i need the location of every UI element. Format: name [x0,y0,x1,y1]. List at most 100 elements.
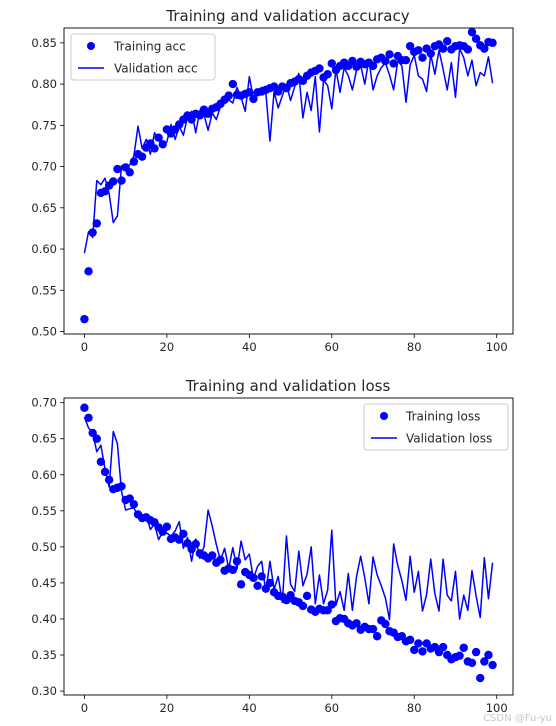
training-loss-point [471,647,481,657]
validation-acc-line [83,47,494,254]
accuracy-chart: Training and validation accuracy 0 20 40 60… [31,7,514,354]
training-acc-point [463,45,473,54]
legend-label-training-acc: Training acc [113,40,186,54]
legend-marker-training-acc [87,42,95,50]
loss-y-tick-label: 0.35 [31,648,57,662]
training-acc-point [84,267,93,276]
validation-loss-line [83,416,494,621]
training-acc-point [381,56,390,66]
training-acc-point [80,314,89,324]
training-loss-point [410,645,419,655]
training-acc-point [323,69,332,79]
training-loss-point [381,619,390,629]
training-acc-point [471,34,481,43]
loss-x-tick-label: 40 [242,701,257,715]
accuracy-series-layer [80,27,497,324]
accuracy-plot-frame [63,27,514,335]
training-loss-point [480,657,489,666]
training-loss-point [372,632,382,641]
training-acc-point [117,176,126,185]
accuracy-y-tick-label: 0.70 [31,160,57,174]
loss-x-axis: 0 20 40 60 80 100 [81,695,508,715]
accuracy-y-axis: 0.50 0.55 0.60 0.65 0.70 0.75 0.80 0.85 [31,36,64,339]
legend-marker-training-loss [380,412,388,420]
accuracy-x-tick-label: 20 [160,340,175,354]
accuracy-y-tick-label: 0.55 [31,283,57,297]
training-loss-point [162,522,172,531]
training-loss-point [298,601,308,611]
legend-label-training-loss: Training loss [405,410,480,424]
accuracy-y-tick-label: 0.50 [31,325,57,339]
training-acc-point [92,219,101,228]
training-acc-point [125,168,134,177]
accuracy-x-tick-label: 60 [324,340,339,354]
accuracy-chart-title: Training and validation accuracy [165,7,409,25]
training-loss-point [467,658,477,668]
training-acc-point [389,59,398,68]
training-loss-point [405,635,415,645]
loss-chart: Training and validation loss 0 20 40 60 80 10… [31,377,514,715]
loss-y-tick-label: 0.40 [31,612,57,626]
training-acc-point [438,44,448,53]
loss-series-layer [80,403,497,683]
loss-y-tick-label: 0.30 [31,684,57,698]
training-acc-point [109,177,118,186]
loss-y-tick-label: 0.55 [31,504,57,518]
accuracy-y-tick-label: 0.65 [31,201,57,215]
training-acc-point [418,53,427,62]
legend-label-validation-loss: Validation loss [406,432,492,446]
training-acc-point [315,64,324,73]
training-acc-point [401,55,411,65]
training-loss-point [80,403,89,412]
loss-y-tick-label: 0.70 [31,396,57,410]
training-acc-point [327,59,336,68]
accuracy-y-tick-label: 0.75 [31,118,57,132]
training-loss-point [418,647,427,656]
training-acc-point [113,164,122,174]
training-acc-point [443,37,452,46]
loss-y-axis: 0.30 0.35 0.40 0.45 0.50 0.55 0.60 0.65 0.70 [31,396,64,698]
training-loss-point [129,500,139,509]
training-acc-point [480,44,489,53]
training-loss-point [476,673,485,683]
accuracy-legend-box [70,33,216,81]
loss-chart-title: Training and validation loss [185,377,391,395]
loss-y-tick-label: 0.50 [31,540,57,554]
accuracy-y-tick-label: 0.80 [31,77,57,91]
training-loss-point [484,650,493,660]
loss-x-tick-label: 80 [407,701,422,715]
training-loss-point [253,581,262,590]
training-loss-point [368,624,378,634]
training-loss-point [236,580,246,589]
training-loss-point [228,565,238,575]
loss-legend: Training loss Validation loss [363,403,509,451]
loss-x-tick-label: 20 [160,701,175,715]
training-acc-point [488,38,497,48]
training-loss-point [455,651,464,660]
training-acc-point [426,49,435,58]
accuracy-y-tick-label: 0.85 [31,36,57,50]
training-loss-point [488,660,497,670]
accuracy-x-tick-label: 0 [81,340,88,354]
loss-legend-box [363,403,509,451]
accuracy-x-tick-label: 80 [407,340,422,354]
accuracy-x-tick-label: 100 [486,340,508,354]
training-loss-point [84,413,93,423]
training-acc-point [385,50,394,59]
training-acc-point [368,61,378,71]
training-loss-point [459,643,468,652]
watermark-text: CSDN @Fu-yu [483,713,552,724]
training-loss-point [438,642,448,652]
training-loss-point [327,600,336,609]
accuracy-x-tick-label: 40 [242,340,257,354]
accuracy-x-axis: 0 20 40 60 80 100 [81,334,508,354]
loss-x-tick-label: 60 [324,701,339,715]
training-acc-point [414,46,423,55]
training-loss-point [414,639,423,648]
accuracy-y-tick-label: 0.60 [31,242,57,256]
training-acc-point [467,27,477,37]
legend-label-validation-acc: Validation acc [114,62,198,76]
training-loss-point [208,551,217,560]
loss-x-tick-label: 0 [81,701,88,715]
